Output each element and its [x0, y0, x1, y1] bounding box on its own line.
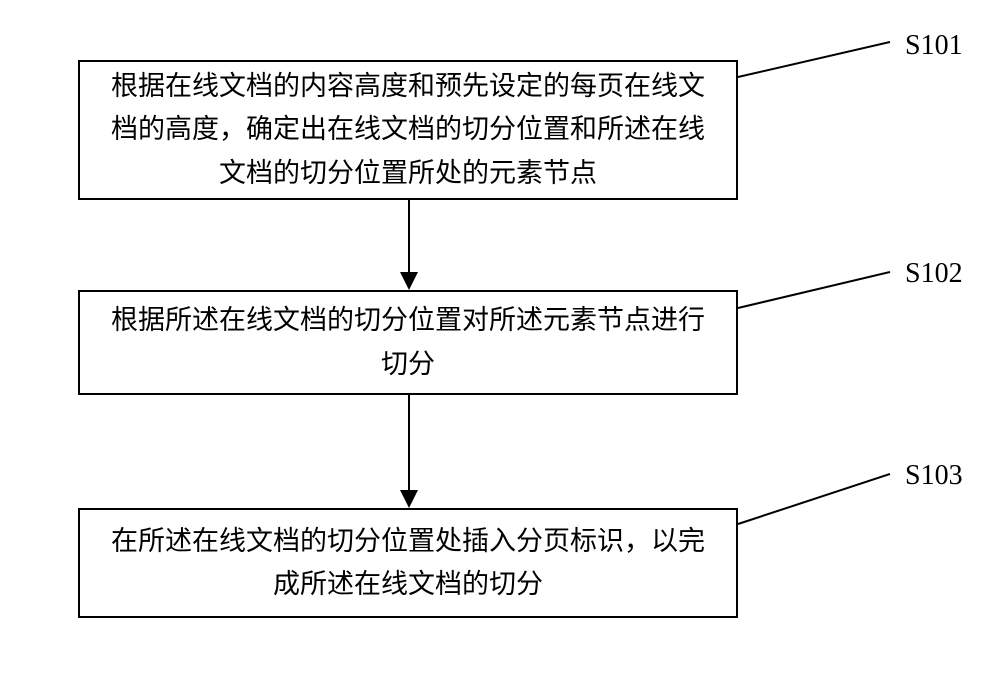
flow-node-1-text: 根据在线文档的内容高度和预先设定的每页在线文档的高度，确定出在线文档的切分位置和…	[100, 65, 716, 195]
step-label-3: S103	[905, 460, 963, 492]
arrow-2-3	[408, 395, 410, 508]
flow-node-1: 根据在线文档的内容高度和预先设定的每页在线文档的高度，确定出在线文档的切分位置和…	[78, 60, 738, 200]
flow-node-2: 根据所述在线文档的切分位置对所述元素节点进行切分	[78, 290, 738, 395]
flow-node-3-text: 在所述在线文档的切分位置处插入分页标识，以完成所述在线文档的切分	[100, 520, 716, 606]
flow-node-3: 在所述在线文档的切分位置处插入分页标识，以完成所述在线文档的切分	[78, 508, 738, 618]
step-label-1: S101	[905, 30, 963, 62]
flow-node-2-text: 根据所述在线文档的切分位置对所述元素节点进行切分	[100, 299, 716, 385]
step-label-2: S102	[905, 258, 963, 290]
arrow-1-2	[408, 200, 410, 290]
